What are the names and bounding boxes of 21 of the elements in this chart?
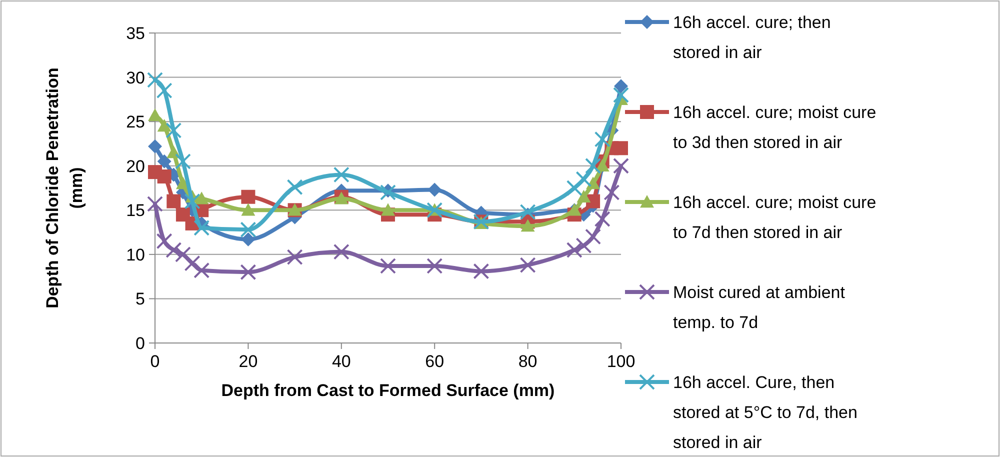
legend-label: 16h accel. cure; then stored in air [673,13,831,62]
x-tick-label: 80 [518,352,538,371]
y-tick-label: 25 [126,112,145,132]
y-tick-label: 10 [126,245,145,264]
y-tick-label: 5 [136,290,145,309]
x-tick-label: 40 [332,352,351,371]
legend-label: 16h accel. Cure, then stored at 5°C to 7d, then stored in air [673,373,858,452]
y-tick-label: 0 [136,334,145,353]
y-tick-label: 30 [126,68,145,88]
x-tick-label: 100 [606,352,636,371]
x-axis-title: Depth from Cast to Formed Surface (mm) [221,381,555,400]
x-tick-label: 0 [150,352,160,371]
legend-label: 16h accel. cure; moist cure to 7d then stored in air [673,193,876,242]
y-axis-title: Depth of Chloride Penetration (mm) [43,68,86,308]
y-tick-label: 15 [126,201,145,220]
x-tick-label: 60 [425,352,444,371]
legend-label: 16h accel. cure; moist cure to 3d then stored in air [673,103,876,152]
y-tick-label: 35 [126,24,145,43]
y-tick-label: 20 [126,156,145,176]
x-tick-label: 20 [238,352,258,371]
legend-label: Moist cured at ambient temp. to 7d [673,283,846,332]
